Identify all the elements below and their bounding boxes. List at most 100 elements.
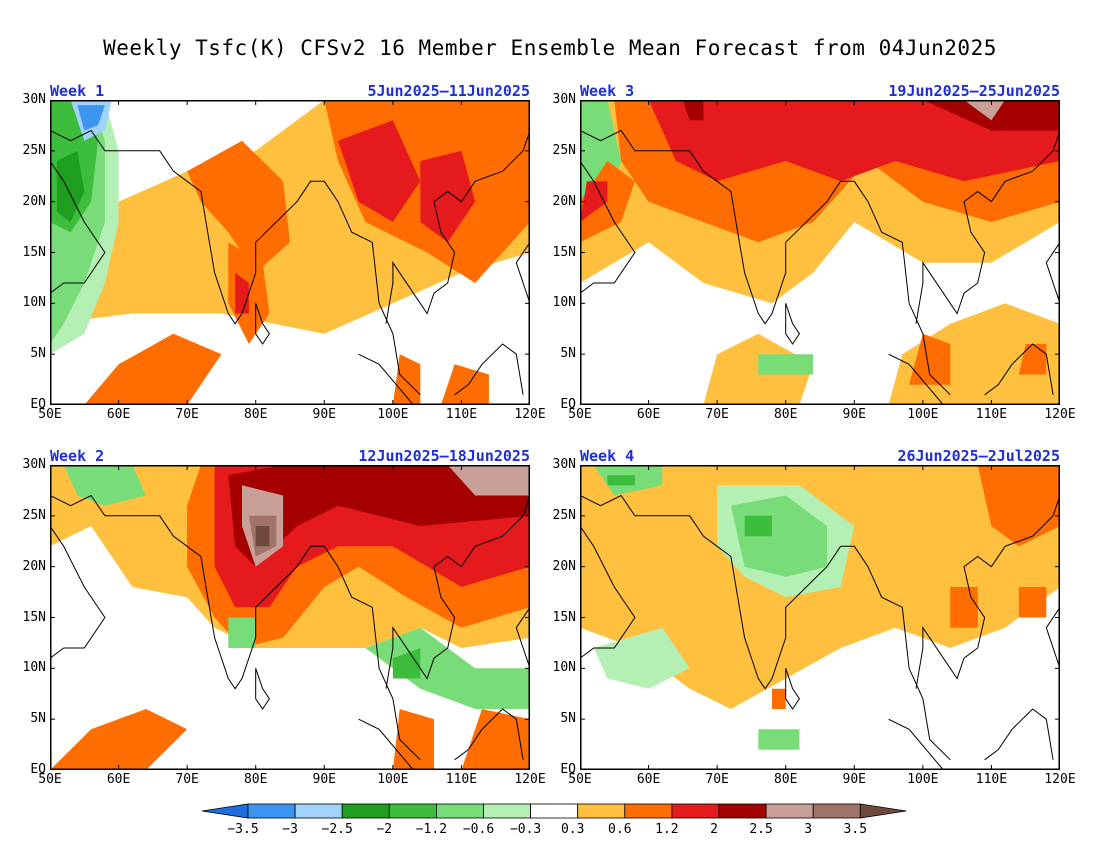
forecast-map-4 — [580, 465, 1060, 770]
lon-label: 60E — [106, 772, 131, 787]
anomaly-shading — [77, 105, 105, 131]
lon-label: 120E — [1044, 772, 1076, 787]
lon-label: 90E — [842, 407, 867, 422]
coastline — [255, 303, 271, 345]
coastline — [785, 303, 801, 345]
colorbar-swatch — [388, 803, 437, 819]
week-label: Week 1 — [50, 82, 105, 100]
lon-label: 70E — [175, 407, 199, 422]
anomaly-shading — [607, 475, 635, 486]
lat-label: 30N — [552, 457, 576, 472]
colorbar-tick-label: 3.5 — [844, 822, 867, 837]
coastline — [1045, 211, 1060, 304]
anomaly-shading — [1018, 344, 1047, 375]
coastline — [515, 576, 530, 669]
lon-label: 90E — [312, 772, 337, 787]
lat-label: 10N — [22, 660, 46, 676]
lon-label: 100E — [907, 407, 939, 422]
lon-label: 110E — [445, 772, 478, 787]
date-range-label: 12Jun2025–18Jun2025 — [358, 447, 530, 465]
anomaly-shading — [228, 617, 256, 648]
colorbar-tick-label: 0.3 — [561, 822, 584, 837]
coastline — [915, 130, 1060, 324]
lat-label: 10N — [552, 295, 576, 311]
colorbar-swatch — [812, 803, 861, 819]
lat-label: EQ — [560, 762, 576, 777]
lat-label: 30N — [22, 457, 46, 472]
lon-label: 60E — [106, 407, 131, 422]
coastline — [515, 211, 530, 304]
anomaly-shading — [909, 333, 951, 385]
anomaly-shading — [338, 120, 421, 222]
lat-label: 20N — [22, 193, 46, 209]
anomaly-shading — [447, 465, 530, 496]
week-label: Week 3 — [580, 82, 635, 100]
coastline — [915, 495, 1060, 689]
coastline — [385, 495, 530, 689]
anomaly-shading — [580, 181, 608, 222]
anomaly-shading — [964, 100, 1006, 121]
colorbar-swatch — [624, 803, 673, 819]
lon-label: 60E — [636, 407, 661, 422]
anomaly-shading — [758, 354, 814, 375]
lon-label: 100E — [907, 772, 939, 787]
lon-label: 60E — [636, 772, 661, 787]
lat-label: EQ — [30, 762, 46, 777]
anomaly-shading — [56, 150, 85, 222]
anomaly-shading — [84, 333, 222, 405]
colorbar-swatch — [765, 803, 814, 819]
lat-label: 15N — [552, 244, 576, 260]
page-title: Weekly Tsfc(K) CFSv2 16 Member Ensemble … — [103, 36, 997, 60]
date-range-label: 5Jun2025–11Jun2025 — [367, 82, 530, 100]
colorbar-swatch — [718, 803, 767, 819]
lon-label: 50E — [38, 772, 62, 787]
colorbar-swatch — [859, 803, 907, 819]
lat-label: 25N — [552, 142, 576, 158]
lon-label: 50E — [568, 772, 592, 787]
date-range-label: 26Jun2025–2Jul2025 — [897, 447, 1060, 465]
lon-label: 110E — [975, 772, 1008, 787]
coastline — [785, 668, 801, 710]
colorbar-swatch — [247, 803, 296, 819]
anomaly-shading — [648, 100, 1060, 182]
anomaly-shading — [392, 709, 434, 770]
lat-label: 20N — [552, 193, 576, 209]
colorbar-tick-label: 0.6 — [608, 822, 631, 837]
lat-label: 5N — [30, 346, 46, 362]
lat-label: 30N — [552, 92, 576, 107]
lat-label: 10N — [22, 295, 46, 311]
colorbar-swatch — [294, 803, 343, 819]
lat-label: 25N — [22, 142, 46, 158]
lon-label: 100E — [377, 772, 409, 787]
colorbar-tick-label: −3 — [282, 822, 298, 837]
anomaly-shading — [1018, 587, 1047, 618]
anomaly-shading — [682, 100, 704, 121]
colorbar-swatch — [435, 803, 484, 819]
coastline — [454, 708, 524, 761]
lon-label: 70E — [705, 407, 729, 422]
coastline — [50, 494, 421, 761]
lon-label: 80E — [773, 772, 798, 787]
anomaly-shading — [420, 150, 476, 243]
lon-label: 50E — [568, 407, 592, 422]
coastline — [984, 708, 1054, 761]
coastline — [50, 160, 106, 294]
coastline — [984, 343, 1054, 396]
colorbar-tick-label: 2.5 — [749, 822, 772, 837]
forecast-map-1 — [50, 100, 530, 405]
anomaly-shading — [950, 587, 978, 628]
anomaly-shading — [440, 364, 489, 405]
anomaly-shading — [228, 465, 530, 567]
coastline — [358, 353, 414, 405]
anomaly-shading — [461, 709, 530, 770]
colorbar-tick-label: 1.2 — [655, 822, 678, 837]
colorbar-tick-label: −0.3 — [510, 822, 541, 837]
colorbar-tick-label: −3.5 — [227, 822, 258, 837]
anomaly-shading — [580, 465, 1060, 770]
colorbar-tick-label: −1.2 — [416, 822, 447, 837]
anomaly-shading — [392, 648, 421, 679]
colorbar-swatch — [341, 803, 390, 819]
lat-label: 15N — [552, 609, 576, 625]
coastline — [385, 130, 530, 324]
coastline — [888, 718, 944, 770]
